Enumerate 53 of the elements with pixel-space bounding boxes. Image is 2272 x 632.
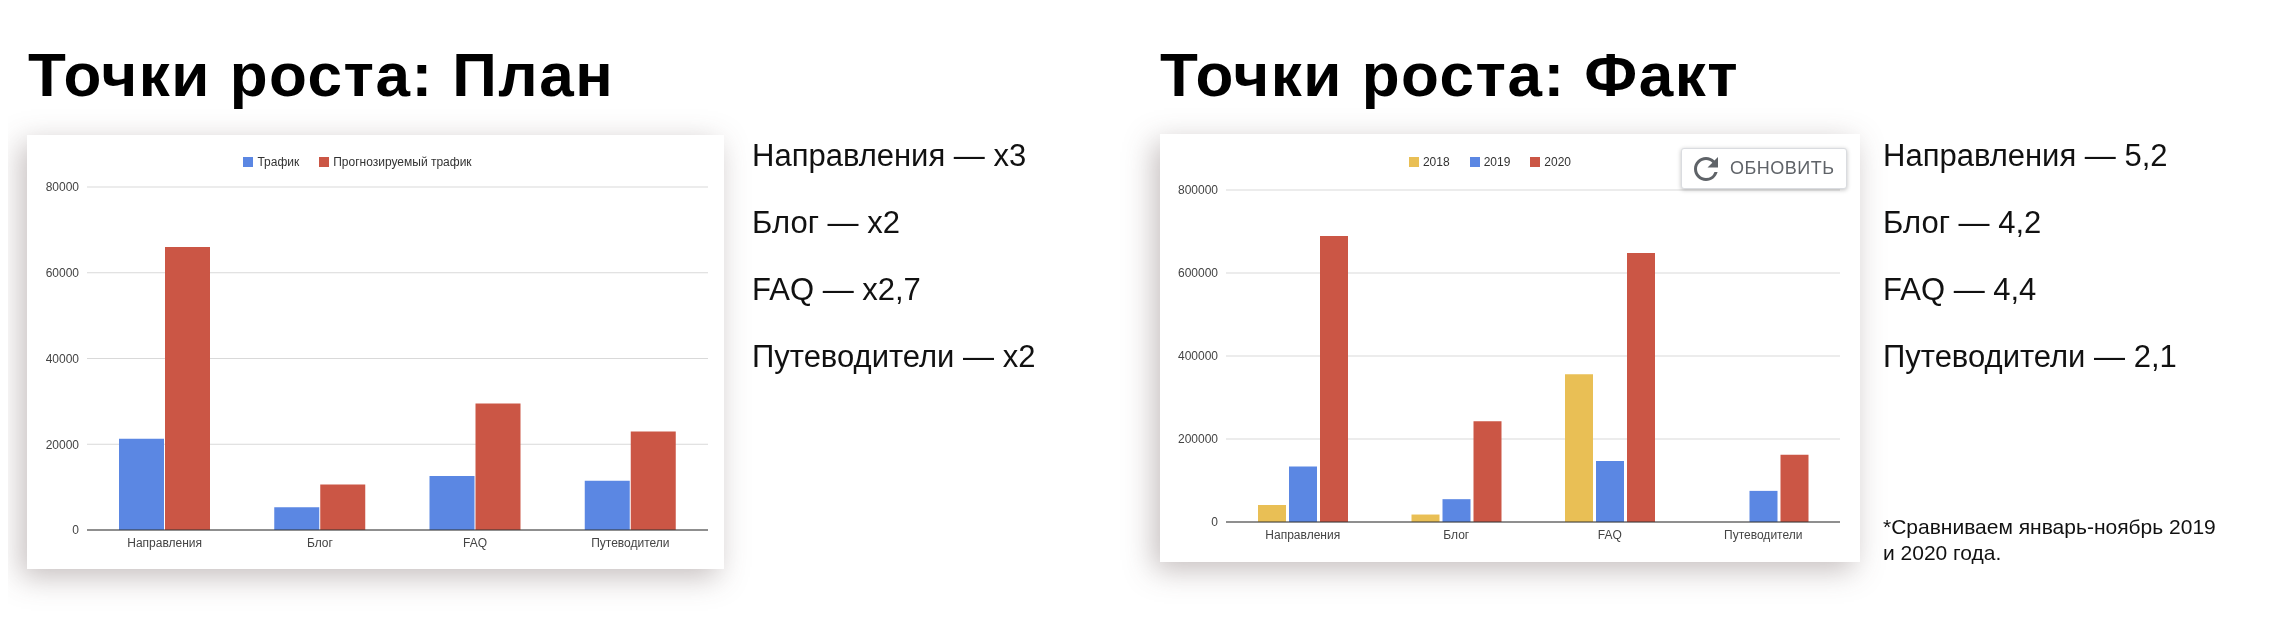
bar (119, 438, 164, 530)
legend-label: Трафик (257, 155, 300, 169)
text: Путеводители — 2,1 (1883, 338, 2177, 376)
x-tick-label: Путеводители (1724, 527, 1803, 542)
text: Направления — 5,2 (1883, 137, 2169, 175)
y-tick-label: 0 (72, 523, 80, 538)
legend-label: Прогнозируемый трафик (333, 155, 472, 169)
y-tick-label: 80000 (45, 180, 80, 195)
text: *Сравниваем январь-ноябрь 2019 и 2020 года. (1883, 514, 2217, 566)
bar (429, 475, 475, 530)
x-tick-label: Блог (306, 535, 334, 550)
refresh-button: ОБНОВИТЬ (1681, 148, 1847, 189)
bar (274, 507, 320, 530)
chart-title: Точки роста: План (28, 40, 615, 109)
bar (1442, 499, 1471, 522)
bar (1565, 374, 1593, 522)
x-tick-label: Направления (127, 535, 203, 550)
text: Путеводители — x2 (752, 338, 1036, 376)
bar (1289, 466, 1317, 522)
bar (165, 247, 210, 530)
text: Блог — x2 (752, 204, 901, 242)
x-tick-label: Блог (1443, 527, 1470, 542)
bar (475, 403, 521, 530)
bar (1258, 504, 1286, 522)
text: FAQ — 4,4 (1883, 271, 2038, 309)
bar (1780, 454, 1809, 522)
y-tick-label: 20000 (45, 437, 80, 452)
bar (320, 484, 366, 530)
x-tick-label: Путеводители (591, 535, 670, 550)
x-tick-label: FAQ (463, 535, 488, 550)
bar (630, 431, 676, 530)
chart-title: Точки роста: Факт (1160, 40, 1740, 109)
y-tick-label: 40000 (45, 351, 80, 366)
y-tick-label: 600000 (1177, 266, 1219, 281)
bar (1627, 253, 1655, 522)
y-tick-label: 200000 (1177, 432, 1219, 447)
legend-label: 2019 (1483, 155, 1511, 169)
x-tick-label: FAQ (1597, 527, 1622, 542)
text: Направления — x3 (752, 137, 1028, 175)
x-tick-label: Направления (1265, 527, 1341, 542)
bar (1473, 421, 1502, 522)
bar (1320, 236, 1348, 522)
y-tick-label: 0 (1211, 515, 1219, 530)
bar (584, 480, 630, 530)
legend-label: 2020 (1544, 155, 1572, 169)
y-tick-label: 800000 (1177, 183, 1219, 198)
bar (1596, 461, 1624, 522)
text: FAQ — x2,7 (752, 271, 922, 309)
y-tick-label: 400000 (1177, 349, 1219, 364)
text: Блог — 4,2 (1883, 204, 2043, 242)
legend-label: 2018 (1422, 155, 1450, 169)
bar (1749, 490, 1778, 522)
y-tick-label: 60000 (45, 266, 80, 281)
